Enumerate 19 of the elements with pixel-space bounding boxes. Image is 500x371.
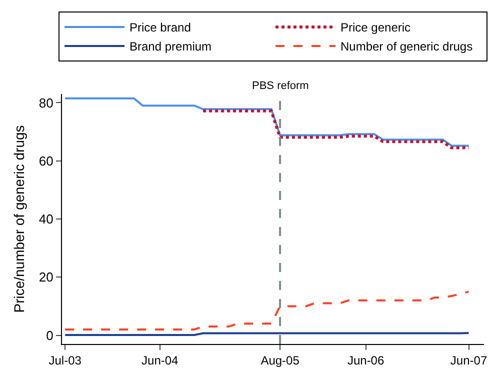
legend-label: Number of generic drugs <box>340 40 473 54</box>
legend-label: Price brand <box>130 20 191 35</box>
y-tick-label: 20 <box>38 270 54 285</box>
x-tick-label: Jul-03 <box>48 353 82 368</box>
x-tick-label: Jun-04 <box>142 353 179 368</box>
line-series <box>202 109 470 150</box>
y-tick-label: 60 <box>38 153 54 168</box>
ref-line-label: PBS reform <box>252 80 309 92</box>
x-tick-label: Jun-07 <box>450 353 488 368</box>
legend-label: Brand premium <box>130 40 212 54</box>
line-series <box>64 290 470 330</box>
x-tick-label: Jun-06 <box>347 353 384 368</box>
y-axis-title: Price/number of generic drugs <box>11 125 27 313</box>
x-tick-label: Aug-05 <box>260 353 300 368</box>
y-tick-label: 40 <box>38 212 54 227</box>
legend-label: Price generic <box>340 20 411 35</box>
y-tick-label: 80 <box>38 95 54 110</box>
y-tick-label: 0 <box>46 328 54 343</box>
line-series <box>64 97 470 147</box>
